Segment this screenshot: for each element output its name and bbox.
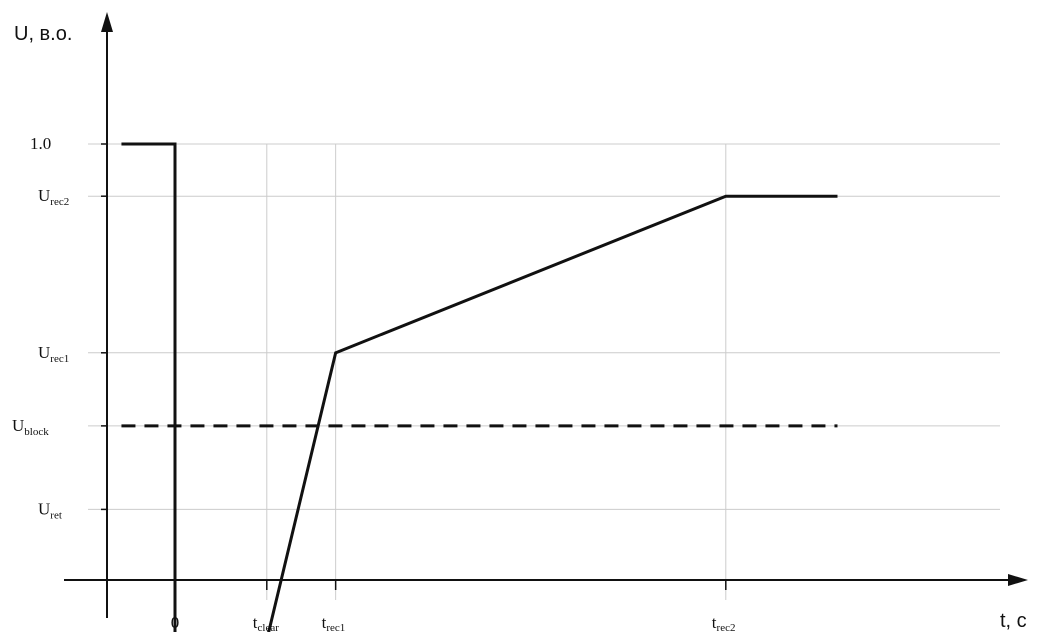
y-tick-1-0-main: 1.0 bbox=[30, 134, 51, 153]
x-tick-trec1-main: t bbox=[322, 613, 327, 632]
x-axis-arrow bbox=[1008, 574, 1028, 586]
y-axis-label: U, в.о. bbox=[14, 23, 72, 45]
y-tick-uret-sub: ret bbox=[50, 509, 62, 521]
guide-lines bbox=[88, 143, 1000, 600]
x-tick-tclear-main: t bbox=[253, 613, 258, 632]
y-axis-arrow bbox=[101, 12, 113, 32]
y-tick-urec1-sub: rec1 bbox=[50, 353, 69, 365]
x-tick-0-main: 0 bbox=[171, 613, 180, 632]
x-tick-tclear-label: tclear bbox=[253, 613, 279, 632]
axes bbox=[64, 12, 1028, 618]
y-tick-urec2-sub: rec2 bbox=[50, 196, 69, 208]
y-tick-urec1-label: Urec1 bbox=[38, 343, 69, 365]
y-tick-urec2-main: U bbox=[38, 186, 50, 205]
x-tick-trec2-label: trec2 bbox=[712, 613, 736, 632]
y-tick-ublock-sub: block bbox=[24, 426, 49, 438]
series-lines bbox=[121, 142, 838, 632]
series-voltage-curve bbox=[121, 142, 838, 632]
x-tick-trec1-sub: rec1 bbox=[326, 622, 345, 632]
x-tick-0-label: 0 bbox=[171, 613, 180, 632]
x-axis-label: t, c bbox=[1000, 610, 1027, 632]
y-tick-1-0-label: 1.0 bbox=[30, 134, 51, 153]
y-tick-urec2-label: Urec2 bbox=[38, 186, 69, 208]
x-tick-trec2-main: t bbox=[712, 613, 717, 632]
y-tick-ublock-label: Ublock bbox=[12, 416, 49, 438]
y-tick-urec1-main: U bbox=[38, 343, 50, 362]
y-tick-ublock-main: U bbox=[12, 416, 24, 435]
y-tick-uret-main: U bbox=[38, 499, 50, 518]
x-tick-trec1-label: trec1 bbox=[322, 613, 346, 632]
x-tick-trec2-sub: rec2 bbox=[717, 622, 736, 632]
x-tick-tclear-sub: clear bbox=[258, 622, 280, 632]
y-tick-uret-label: Uret bbox=[38, 499, 62, 521]
